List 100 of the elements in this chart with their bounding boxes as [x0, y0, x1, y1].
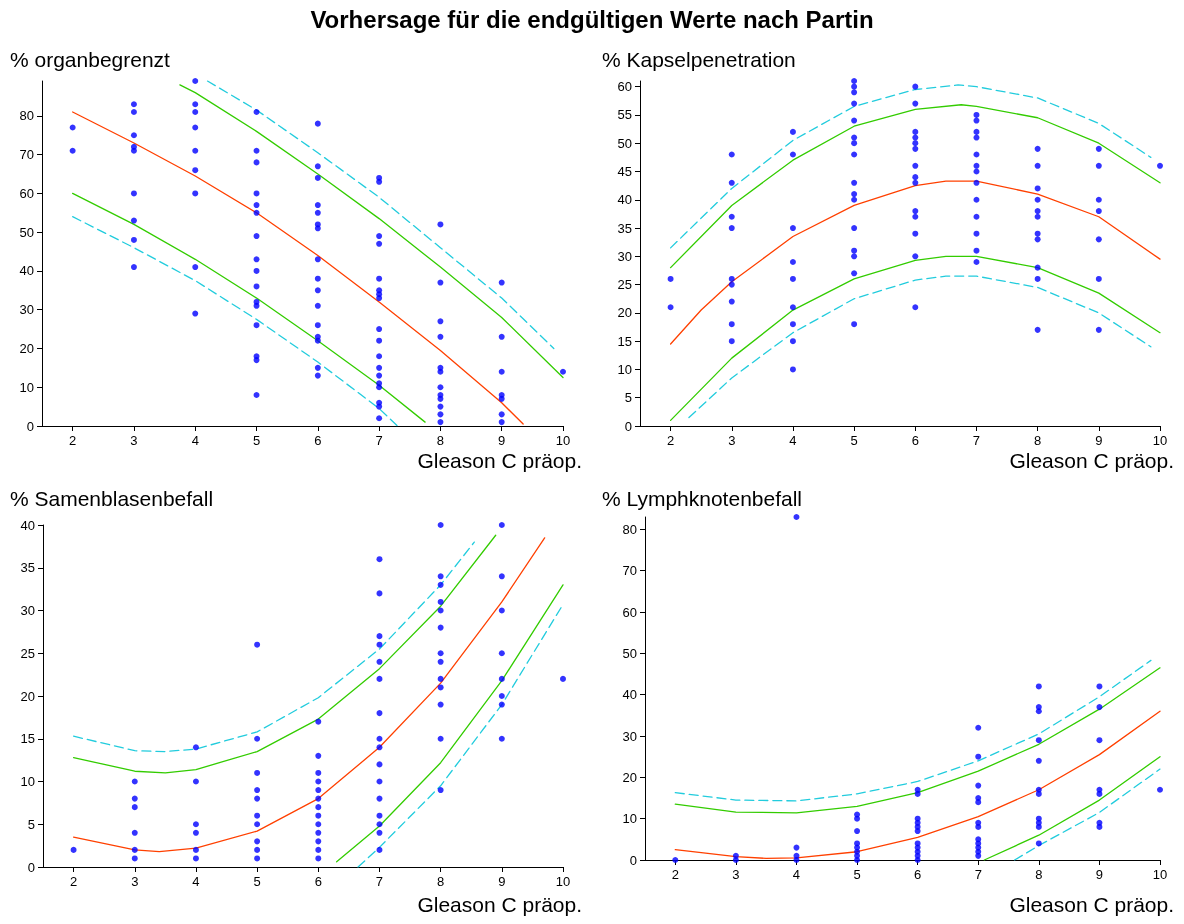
y-tick-label: 60 [19, 185, 34, 201]
y-axis-title: % organbegrenzt [10, 48, 171, 71]
line-series [179, 84, 564, 379]
point [1096, 790, 1103, 797]
y-tick-label: 20 [622, 769, 637, 785]
y-tick-label: 25 [617, 277, 632, 293]
point [975, 823, 982, 830]
x-tick-label: 4 [191, 433, 199, 448]
y-tick-label: 70 [622, 563, 637, 579]
y-axis-title: % Kapselpenetration [602, 48, 796, 71]
y-tick-label: 10 [20, 774, 35, 789]
y-tick-label: 80 [622, 521, 637, 537]
y-tick-label: 40 [20, 517, 35, 533]
x-tick-label: 8 [437, 874, 445, 889]
line-series [669, 104, 1161, 269]
line-series [336, 584, 564, 863]
point [1035, 840, 1042, 847]
y-tick-label: 15 [20, 731, 35, 747]
y-tick-label: 50 [19, 224, 34, 240]
y-tick-label: 0 [27, 859, 35, 875]
x-tick-label: 5 [253, 874, 261, 889]
x-tick-label: 10 [1152, 433, 1168, 448]
y-tick-label: 60 [617, 79, 632, 95]
x-axis-title: Gleason C präop. [417, 893, 583, 916]
y-tick-label: 40 [617, 192, 632, 208]
x-tick-label: 10 [555, 433, 571, 448]
point [1096, 823, 1103, 830]
y-tick-label: 15 [617, 333, 632, 349]
x-tick-label: 5 [252, 433, 261, 448]
point [975, 782, 982, 789]
chart-title: Vorhersage für die endgültigen Werte nach Partin [309, 6, 875, 34]
x-tick-label: 2 [666, 433, 675, 448]
x-tick-label: 5 [853, 867, 861, 882]
point [793, 844, 800, 851]
point [1096, 683, 1103, 690]
y-tick-label: 40 [622, 687, 637, 703]
point [1035, 708, 1042, 715]
line-series [688, 275, 1152, 419]
y-tick-label: 0 [26, 418, 34, 434]
y-tick-label: 20 [20, 688, 35, 704]
y-axis-title: % Samenblasenbefall [10, 487, 214, 510]
point [1035, 823, 1042, 830]
x-axis-title: Gleason C präop. [1009, 893, 1175, 916]
x-tick-label: 9 [1095, 433, 1103, 448]
y-tick-label: 20 [19, 340, 34, 356]
y-tick-label: 10 [617, 361, 632, 377]
x-axis-title: Gleason C präop. [417, 449, 583, 472]
x-tick-label: 3 [130, 433, 138, 448]
x-tick-label: 2 [671, 867, 679, 882]
line-series [669, 84, 1152, 249]
y-tick-label: 25 [20, 645, 35, 661]
x-tick-label: 8 [1034, 433, 1042, 448]
point [854, 828, 861, 835]
y-tick-label: 50 [622, 645, 637, 661]
point [732, 857, 739, 863]
line-series [72, 534, 497, 774]
y-tick-label: 5 [624, 390, 632, 406]
x-tick-label: 7 [375, 433, 383, 448]
y-tick-label: 80 [19, 108, 34, 124]
y-tick-label: 0 [629, 852, 637, 868]
point [914, 828, 921, 835]
point [793, 514, 800, 520]
x-tick-label: 6 [314, 433, 322, 448]
y-tick-label: 60 [622, 604, 637, 620]
y-tick-label: 30 [20, 603, 35, 618]
x-tick-label: 7 [972, 433, 981, 448]
y-tick-label: 10 [19, 379, 34, 395]
line-series [72, 111, 524, 425]
point [975, 852, 982, 859]
x-tick-label: 10 [555, 874, 571, 889]
x-tick-label: 8 [1035, 867, 1043, 882]
y-tick-label: 45 [617, 163, 632, 179]
x-tick-label: 9 [1095, 867, 1104, 882]
x-tick-label: 4 [192, 874, 200, 889]
point [1096, 704, 1103, 711]
y-tick-label: 35 [20, 560, 35, 576]
y-tick-label: 0 [624, 418, 632, 434]
line-series [983, 756, 1161, 861]
y-tick-label: 5 [27, 816, 35, 832]
x-tick-label: 6 [911, 433, 919, 448]
x-tick-label: 8 [436, 433, 445, 448]
point [975, 753, 982, 760]
y-axis-title: % Lymphknotenbefall [602, 487, 803, 510]
x-tick-label: 6 [914, 867, 922, 882]
x-axis-title: Gleason C präop. [1009, 449, 1175, 472]
line-series [72, 216, 399, 427]
x-tick-label: 7 [375, 874, 384, 889]
point [1157, 786, 1163, 793]
x-tick-label: 10 [1152, 867, 1168, 882]
line-series [669, 255, 1161, 421]
point [854, 815, 861, 822]
point [1096, 737, 1103, 744]
line-series [72, 192, 426, 423]
point [1035, 737, 1042, 744]
point [1035, 683, 1042, 690]
y-tick-label: 20 [617, 305, 632, 321]
x-tick-label: 4 [792, 867, 801, 882]
x-tick-label: 6 [314, 874, 322, 889]
point [1035, 790, 1042, 797]
line-series [206, 80, 555, 350]
